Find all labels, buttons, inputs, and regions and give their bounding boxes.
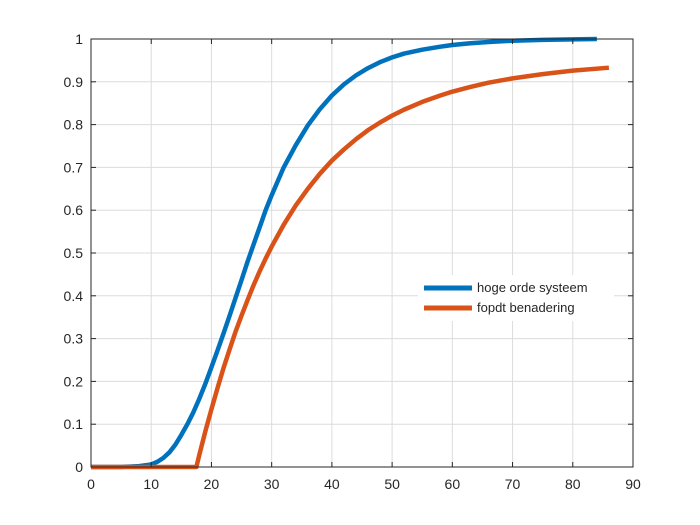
x-tick-labels: 0 10 20 30 40 50 60 70 80 90 (87, 476, 641, 492)
y-tick-label: 0.1 (64, 416, 84, 432)
y-tick-label: 0.5 (64, 245, 84, 261)
ticks (90, 38, 634, 468)
y-tick-label: 0 (75, 459, 83, 475)
y-tick-label: 0.2 (64, 373, 84, 389)
x-tick-label: 60 (445, 476, 461, 492)
x-tick-label: 40 (324, 476, 340, 492)
y-tick-label: 1 (75, 31, 83, 47)
x-tick-label: 0 (87, 476, 95, 492)
y-tick-label: 0.3 (64, 331, 84, 347)
series-layer (91, 36, 610, 470)
x-tick-label: 30 (264, 476, 280, 492)
y-tick-label: 0.7 (64, 159, 84, 175)
y-tick-label: 0.4 (64, 288, 84, 304)
x-tick-label: 20 (204, 476, 220, 492)
x-tick-label: 10 (143, 476, 159, 492)
y-tick-label: 0.8 (64, 117, 84, 133)
y-tick-label: 0.9 (64, 74, 84, 90)
x-tick-label: 90 (625, 476, 641, 492)
y-tick-label: 0.6 (64, 202, 84, 218)
legend-label-fopdt-benadering: fopdt benadering (477, 300, 575, 315)
x-tick-label: 50 (384, 476, 400, 492)
series-line-fopdt-benadering (91, 65, 610, 470)
x-tick-label: 70 (505, 476, 521, 492)
legend-box (418, 275, 614, 321)
legend: hoge orde systeem fopdt benadering (418, 275, 614, 321)
x-tick-label: 80 (565, 476, 581, 492)
series-line-hoge-orde-systeem (91, 36, 597, 470)
y-tick-labels: 0 0.1 0.2 0.3 0.4 0.5 0.6 0.7 0.8 0.9 1 (64, 31, 84, 475)
legend-label-hoge-orde-systeem: hoge orde systeem (477, 280, 588, 295)
